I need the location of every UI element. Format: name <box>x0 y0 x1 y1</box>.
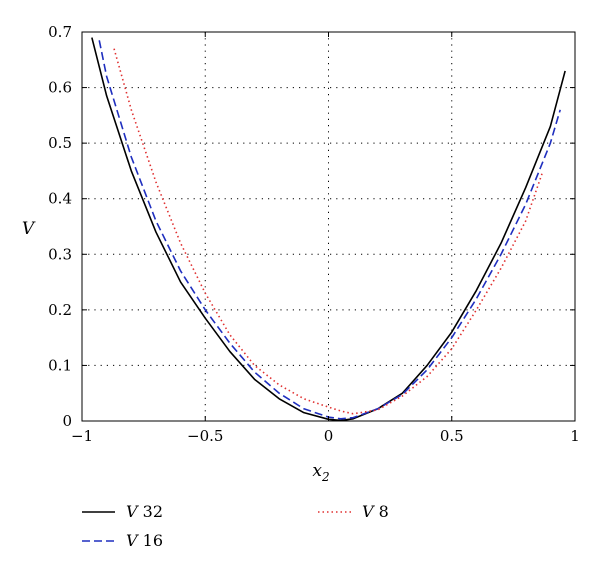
legend-label: V 32 <box>126 502 163 521</box>
x-tick-label: −0.5 <box>187 427 223 445</box>
y-tick-label: 0 <box>62 412 72 430</box>
x-tick-label: 1 <box>570 427 580 445</box>
y-tick-label: 0.7 <box>48 23 72 41</box>
x-axis-label: x2 <box>312 461 329 484</box>
y-tick-label: 0.1 <box>48 356 72 374</box>
series-line-v-8 <box>113 48 544 415</box>
grid-lines <box>82 32 575 421</box>
y-tick-label: 0.6 <box>48 79 72 97</box>
axis-ticks: −1 −0.5 0 0.5 1 0 0.1 0.2 0.3 0.4 0.5 0.6 0.7 <box>48 23 580 445</box>
x-axis-label-subscript: 2 <box>321 470 330 484</box>
y-tick-label: 0.3 <box>48 245 72 263</box>
series-line-v-32 <box>91 37 566 422</box>
legend-label: V 16 <box>126 531 163 550</box>
y-tick-label: 0.4 <box>48 190 72 208</box>
y-tick-label: 0.5 <box>48 134 72 152</box>
x-tick-label: 0.5 <box>440 427 464 445</box>
legend-label: V 8 <box>362 502 389 521</box>
series-lines <box>91 37 566 422</box>
y-tick-label: 0.2 <box>48 301 72 319</box>
x-tick-label: 0 <box>324 427 334 445</box>
legend: V 32 V 16 V 8 <box>82 502 389 550</box>
plot-frame <box>81 31 576 422</box>
y-axis-label: V <box>22 219 36 239</box>
x-tick-label: −1 <box>71 427 93 445</box>
series-line-v-16 <box>98 40 561 420</box>
